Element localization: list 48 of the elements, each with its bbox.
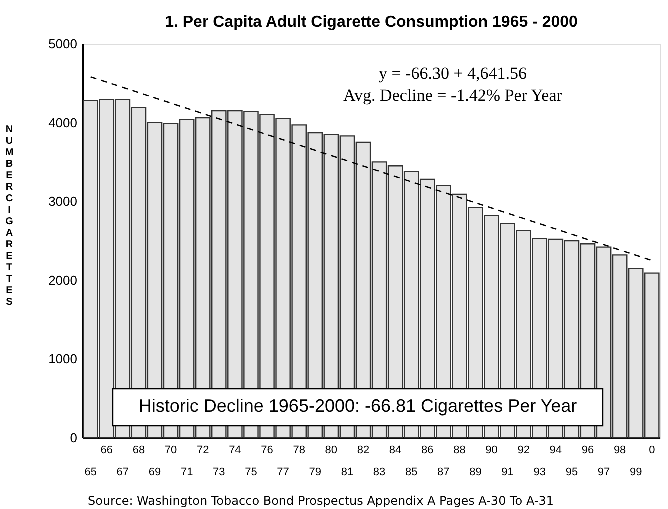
- annotation: y = -66.30 + 4,641.56: [378, 64, 528, 83]
- x-tick-label: 82: [357, 444, 370, 456]
- x-tick-label: 66: [100, 444, 114, 456]
- x-tick-label: 88: [454, 444, 466, 456]
- y-tick-label: 2000: [48, 272, 78, 288]
- x-tick-label: 93: [534, 466, 546, 478]
- x-tick-label: 77: [277, 466, 290, 478]
- x-tick-label: 74: [229, 444, 242, 456]
- x-tick-label: 81: [341, 466, 354, 478]
- x-tick-label: 98: [614, 444, 626, 456]
- x-tick-label: 72: [196, 444, 210, 456]
- x-tick-label: 87: [438, 466, 450, 478]
- x-tick-label: 94: [550, 444, 562, 456]
- y-tick-label: 1000: [48, 352, 78, 367]
- x-tick-label: 92: [518, 444, 530, 456]
- x-tick-label: 69: [148, 466, 162, 478]
- x-tick-label: 71: [180, 466, 194, 478]
- x-tick-label: 91: [502, 466, 514, 478]
- x-tick-label: 65: [84, 466, 97, 478]
- x-tick-label: 78: [293, 444, 306, 456]
- x-tick-label: 85: [405, 466, 418, 478]
- x-tick-label: 0: [649, 444, 656, 456]
- x-tick-label: 67: [116, 466, 130, 478]
- y-tick-label: 3000: [48, 194, 78, 210]
- x-tick-label: 75: [245, 466, 258, 478]
- y-tick-label: 4000: [48, 115, 78, 130]
- chart-title: 1. Per Capita Adult Cigarette Consumption 1965 - 2000: [165, 14, 578, 31]
- source-note: Source: Washington Tobacco Bond Prospectus Appendix A Pages A-30 To A-31: [88, 494, 554, 508]
- x-tick-label: 89: [470, 466, 482, 478]
- x-tick-label: 73: [213, 466, 226, 478]
- x-tick-label: 97: [598, 466, 610, 478]
- x-tick-label: 68: [132, 444, 146, 456]
- x-tick-label: 79: [309, 466, 322, 478]
- annotation: Avg. Decline = -1.42% Per Year: [344, 86, 563, 105]
- x-tick-label: 86: [422, 444, 434, 456]
- text: NUMBER CIGARETTES: [5, 124, 14, 308]
- x-tick-label: 99: [630, 466, 642, 478]
- x-tick-label: 96: [582, 444, 594, 456]
- x-tick-label: 84: [389, 444, 402, 456]
- x-tick-label: 83: [373, 466, 386, 478]
- x-tick-label: 70: [164, 444, 178, 456]
- x-tick-label: 95: [566, 466, 578, 478]
- x-tick-label: 76: [261, 444, 274, 456]
- y-tick-label: 5000: [48, 36, 78, 52]
- y-tick-label: 0: [70, 430, 78, 446]
- x-tick-label: 80: [325, 444, 338, 456]
- x-tick-label: 90: [486, 444, 498, 456]
- annotation: Historic Decline 1965-2000: -66.81 Cigarettes Per Year: [138, 396, 578, 416]
